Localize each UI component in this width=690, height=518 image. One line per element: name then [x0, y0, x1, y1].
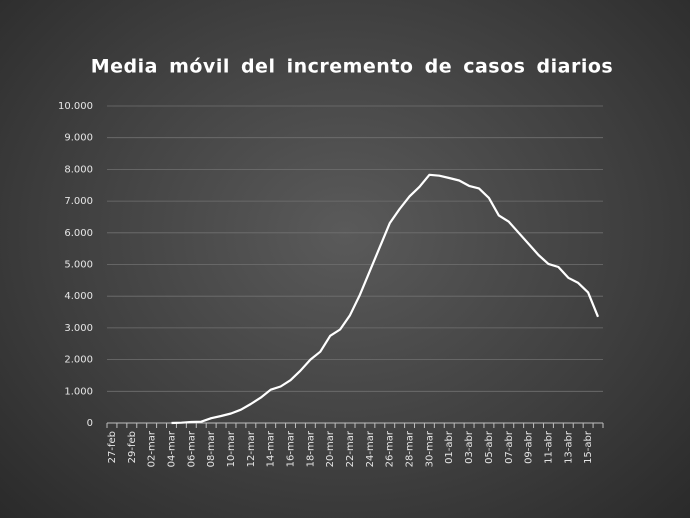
- x-tick-label: 04-mar: [166, 430, 177, 467]
- x-tick-label: 07-abr: [504, 430, 515, 464]
- x-tick-label: 10-mar: [226, 430, 237, 467]
- y-tick-label: 3.000: [64, 323, 93, 334]
- x-tick-label: 16-mar: [286, 430, 297, 467]
- x-tick-label: 09-abr: [524, 430, 535, 464]
- x-tick-label: 20-mar: [325, 430, 336, 467]
- x-tick-label: 15-abr: [583, 430, 594, 464]
- x-tick-label: 22-mar: [345, 430, 356, 467]
- x-tick-label: 18-mar: [305, 430, 316, 467]
- y-tick-label: 8.000: [64, 164, 93, 175]
- chart-title: Media móvil del incremento de casos diar…: [91, 56, 614, 78]
- x-tick-label: 12-mar: [246, 430, 257, 467]
- data-line: [171, 173, 600, 425]
- y-tick-label: 7.000: [64, 196, 93, 207]
- x-tick-label: 11-abr: [543, 430, 554, 464]
- x-tick-label: 14-mar: [266, 430, 277, 467]
- x-tick-label: 08-mar: [206, 430, 217, 467]
- x-tick-label: 29-feb: [127, 431, 138, 463]
- x-tick-label: 28-mar: [405, 430, 416, 467]
- y-tick-label: 6.000: [64, 228, 93, 239]
- x-tick-label: 30-mar: [424, 430, 435, 467]
- x-tick-label: 05-abr: [484, 430, 495, 464]
- y-tick-label: 2.000: [64, 355, 93, 366]
- x-tick-label: 24-mar: [365, 430, 376, 467]
- y-tick-label: 4.000: [64, 291, 93, 302]
- y-tick-label: 0: [87, 418, 93, 429]
- y-tick-label: 10.000: [58, 101, 93, 112]
- x-tick-label: 03-abr: [464, 430, 475, 464]
- x-tick-label: 27-feb: [107, 431, 118, 463]
- x-tick-label: 06-mar: [186, 430, 197, 467]
- y-tick-label: 9.000: [64, 133, 93, 144]
- y-tick-label: 5.000: [64, 260, 93, 271]
- x-tick-label: 01-abr: [444, 430, 455, 464]
- x-tick-label: 26-mar: [385, 430, 396, 467]
- x-tick-label: 02-mar: [147, 430, 158, 467]
- y-tick-label: 1.000: [64, 386, 93, 397]
- x-tick-label: 13-abr: [563, 430, 574, 464]
